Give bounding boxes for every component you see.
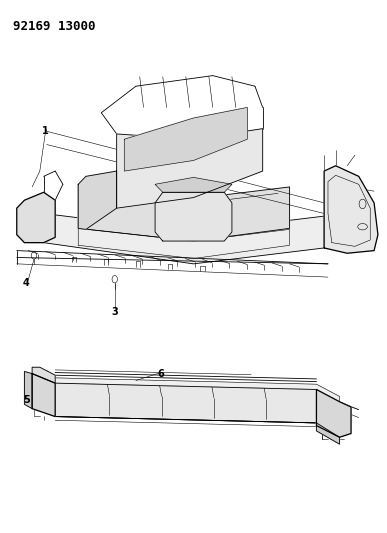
Polygon shape [55, 383, 317, 423]
Polygon shape [155, 177, 232, 192]
Polygon shape [317, 423, 339, 444]
Polygon shape [78, 171, 116, 229]
Polygon shape [317, 390, 351, 437]
Text: 2: 2 [365, 211, 372, 221]
Polygon shape [32, 374, 55, 417]
Polygon shape [24, 372, 32, 409]
Polygon shape [32, 367, 55, 383]
Polygon shape [55, 378, 339, 402]
Text: 1: 1 [42, 126, 49, 136]
Text: 3: 3 [111, 306, 118, 317]
Polygon shape [324, 166, 378, 253]
Text: 5: 5 [23, 395, 30, 405]
Polygon shape [44, 214, 324, 264]
Polygon shape [124, 108, 247, 171]
Text: 6: 6 [158, 369, 164, 378]
Polygon shape [155, 192, 232, 241]
Text: 92169 13000: 92169 13000 [13, 20, 96, 33]
Polygon shape [116, 128, 263, 208]
Polygon shape [78, 184, 289, 241]
Text: 4: 4 [23, 278, 30, 288]
Polygon shape [17, 192, 55, 243]
